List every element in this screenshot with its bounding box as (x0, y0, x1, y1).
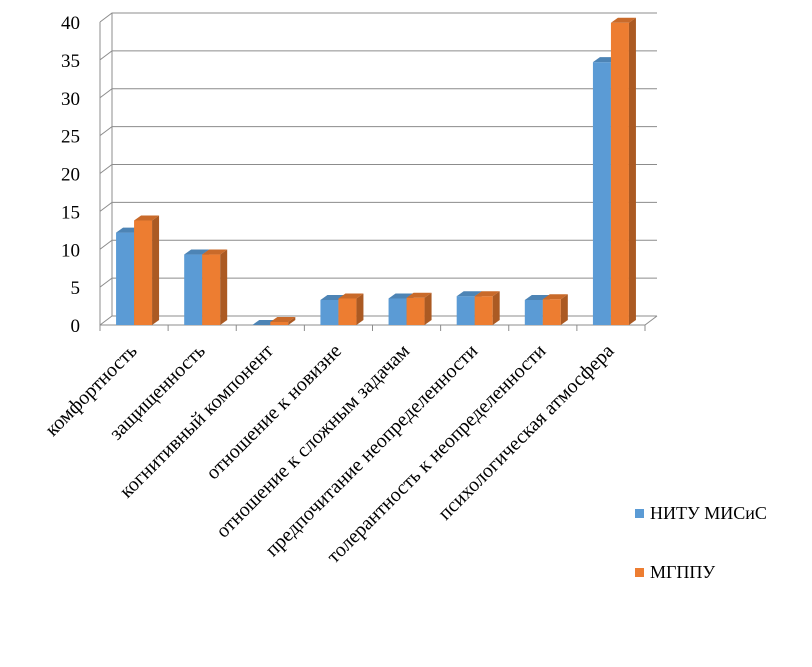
legend-label-nitu-misis: НИТУ МИСиС (650, 503, 767, 523)
y-tick-label: 25 (61, 127, 80, 148)
y-tick-label: 35 (61, 51, 80, 72)
bar-mgppu-2 (270, 316, 296, 325)
y-tick-label: 5 (71, 278, 81, 299)
bar-mgppu-3 (338, 293, 364, 325)
chart-walls (99, 13, 658, 331)
bar-mgppu-7 (610, 17, 636, 325)
y-tick-label: 10 (61, 240, 80, 261)
gridline (99, 88, 657, 99)
gridline (99, 201, 657, 212)
gridline (99, 277, 657, 288)
gridline (99, 12, 657, 23)
gridline (99, 126, 657, 137)
bars (116, 17, 636, 326)
gridline (99, 50, 657, 61)
y-tick-label: 20 (61, 165, 80, 186)
bar-mgppu-1 (202, 249, 228, 325)
y-tick-label: 40 (61, 13, 80, 34)
legend: НИТУ МИСиС МГППУ (635, 503, 767, 582)
y-tick-label: 30 (61, 89, 80, 110)
gridline (99, 315, 657, 326)
bar-mgppu-0 (134, 215, 160, 325)
legend-label-mgppu: МГППУ (650, 562, 715, 582)
bar-mgppu-6 (542, 294, 568, 325)
y-tick-label: 0 (71, 316, 81, 337)
x-tick-label: отношение к новизне (202, 340, 346, 484)
y-tick-label: 15 (61, 202, 80, 223)
y-axis-ticks: 0 5 10 15 20 25 30 35 40 (61, 13, 80, 337)
legend-swatch-nitu-misis (635, 509, 644, 518)
gridline (99, 164, 657, 174)
legend-swatch-mgppu (635, 568, 644, 577)
gridlines (99, 12, 657, 326)
bar-mgppu-5 (474, 291, 500, 325)
bar-mgppu-4 (406, 292, 432, 325)
gridline (99, 239, 657, 250)
